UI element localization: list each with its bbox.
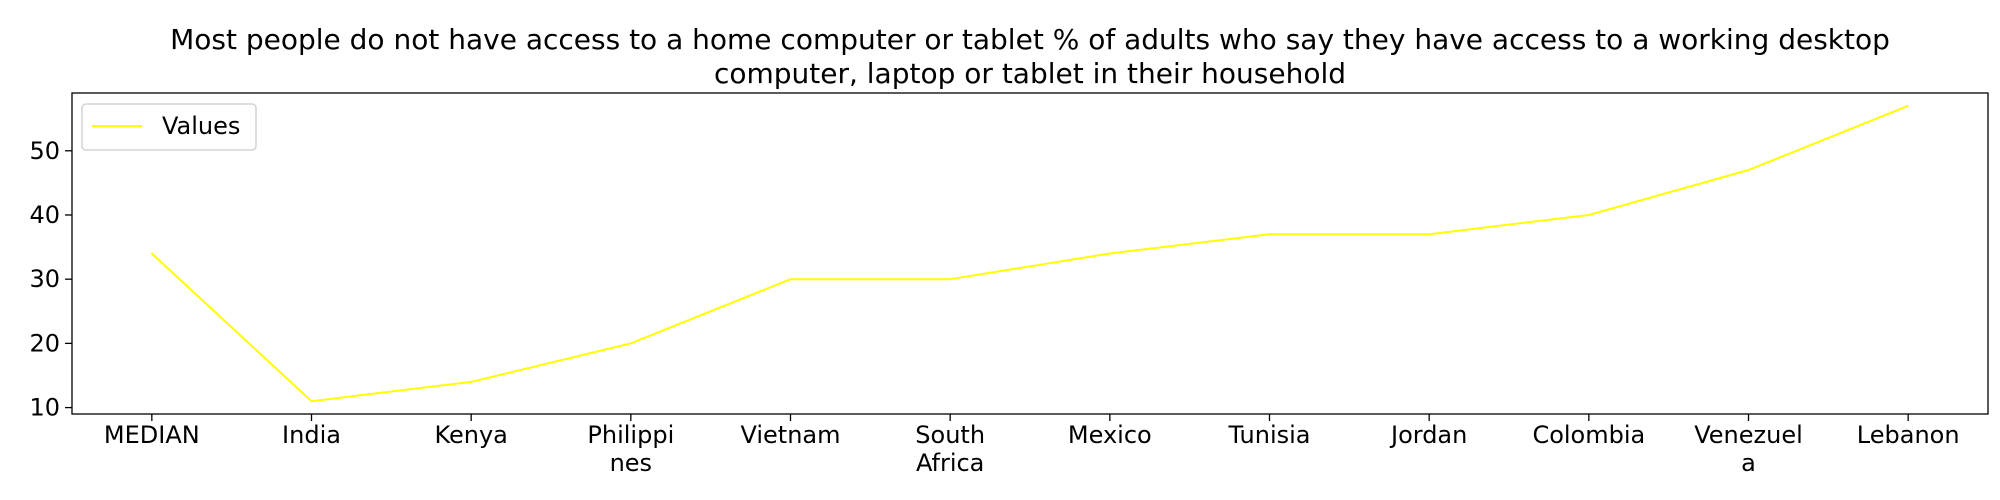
y-tick-label: 50 bbox=[29, 137, 60, 165]
data-point bbox=[151, 252, 153, 255]
x-tick-label: Vietnam bbox=[740, 421, 840, 449]
x-tick-label: South bbox=[915, 421, 985, 449]
data-point bbox=[1747, 169, 1750, 171]
chart-title-line: computer, laptop or tablet in their hous… bbox=[714, 57, 1346, 90]
x-tick-label: nes bbox=[610, 449, 652, 477]
data-point bbox=[1268, 233, 1271, 236]
legend-label: Values bbox=[162, 112, 240, 140]
data-point bbox=[310, 400, 313, 402]
data-point bbox=[1109, 252, 1111, 255]
data-point bbox=[1907, 105, 1909, 107]
data-point bbox=[949, 278, 951, 280]
x-tick-label: Colombia bbox=[1532, 421, 1645, 449]
x-tick-label: Tunisia bbox=[1228, 421, 1311, 449]
data-point bbox=[470, 381, 472, 383]
x-tick-label: Jordan bbox=[1389, 421, 1467, 449]
y-tick-label: 20 bbox=[29, 329, 60, 357]
data-point bbox=[1588, 214, 1590, 216]
x-tick-label: MEDIAN bbox=[104, 421, 200, 449]
x-tick-label: Mexico bbox=[1068, 421, 1152, 449]
x-tick-label: Philippi bbox=[587, 421, 674, 449]
x-tick-label: Kenya bbox=[434, 421, 507, 449]
x-tick-label: a bbox=[1741, 449, 1756, 477]
series-lines bbox=[151, 104, 1909, 403]
data-point bbox=[1428, 233, 1430, 236]
data-point bbox=[789, 278, 792, 280]
plot-area-frame bbox=[71, 92, 1989, 415]
x-tick-label: Africa bbox=[916, 449, 984, 477]
data-point bbox=[630, 342, 632, 345]
x-tick-label: Lebanon bbox=[1857, 421, 1960, 449]
chart-title-line: Most people do not have access to a home… bbox=[170, 23, 1890, 56]
series-line bbox=[151, 104, 1909, 403]
chart-title: Most people do not have access to a home… bbox=[170, 23, 1890, 90]
legend-box bbox=[81, 103, 257, 151]
y-tick-label: 30 bbox=[29, 265, 60, 293]
x-tick-label: Venezuel bbox=[1694, 421, 1803, 449]
y-tick-label: 10 bbox=[29, 394, 60, 422]
y-tick-label: 40 bbox=[29, 201, 60, 229]
legend: Values bbox=[81, 103, 257, 151]
y-axis: 10 20 30 40 50 bbox=[29, 137, 72, 422]
x-tick-label: India bbox=[282, 421, 341, 449]
